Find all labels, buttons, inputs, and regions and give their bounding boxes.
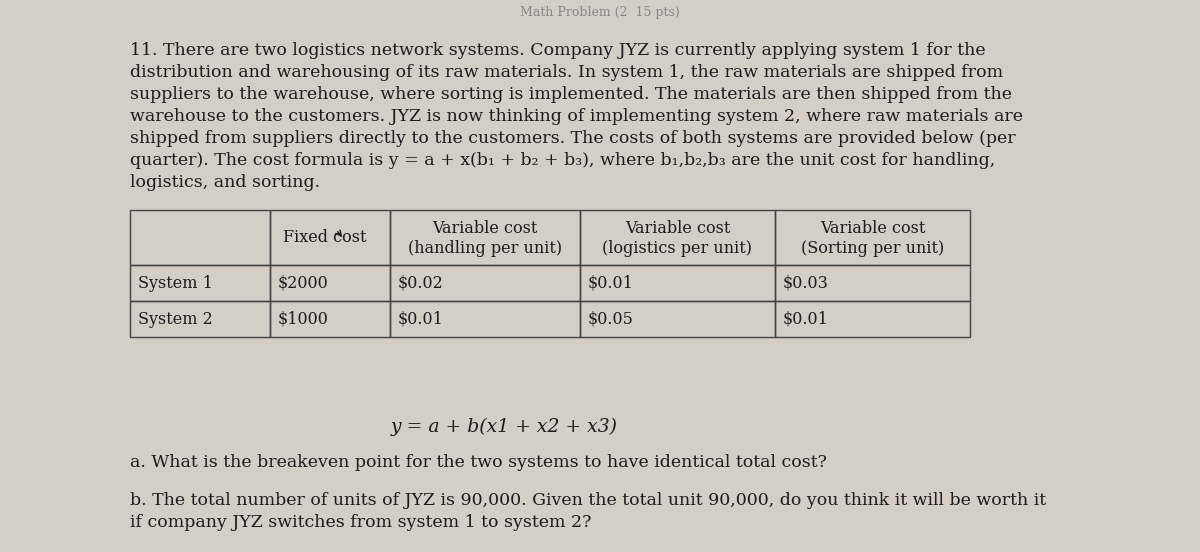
- Bar: [270, 210, 390, 265]
- Text: a. What is the breakeven point for the two systems to have identical total cost?: a. What is the breakeven point for the t…: [130, 454, 827, 471]
- Text: (logistics per unit): (logistics per unit): [602, 240, 752, 257]
- Bar: [390, 265, 580, 301]
- Text: $0.01: $0.01: [398, 310, 444, 327]
- Text: $0.03: $0.03: [784, 274, 829, 291]
- Text: (handling per unit): (handling per unit): [408, 240, 562, 257]
- Text: $0.01: $0.01: [784, 310, 829, 327]
- Bar: [580, 265, 775, 301]
- Bar: [390, 210, 580, 265]
- Text: logistics, and sorting.: logistics, and sorting.: [130, 174, 320, 191]
- Text: Variable cost: Variable cost: [625, 220, 730, 237]
- Bar: [580, 210, 775, 265]
- Text: $0.01: $0.01: [588, 274, 634, 291]
- Bar: [390, 301, 580, 337]
- Text: shipped from suppliers directly to the customers. The costs of both systems are : shipped from suppliers directly to the c…: [130, 130, 1015, 147]
- Text: $0.02: $0.02: [398, 274, 444, 291]
- Text: Variable cost: Variable cost: [820, 220, 925, 237]
- Bar: [775, 210, 970, 265]
- Text: suppliers to the warehouse, where sorting is implemented. The materials are then: suppliers to the warehouse, where sortin…: [130, 86, 1012, 103]
- Text: y = a + b(x1 + x2 + x3): y = a + b(x1 + x2 + x3): [390, 418, 618, 436]
- Text: $0.05: $0.05: [588, 310, 634, 327]
- Bar: [130, 265, 270, 301]
- Bar: [270, 301, 390, 337]
- Text: Variable cost: Variable cost: [432, 220, 538, 237]
- Text: if company JYZ switches from system 1 to system 2?: if company JYZ switches from system 1 to…: [130, 514, 592, 531]
- Bar: [775, 265, 970, 301]
- Text: quarter). The cost formula is y = a + x(b₁ + b₂ + b₃), where b₁,b₂,b₃ are the un: quarter). The cost formula is y = a + x(…: [130, 152, 995, 169]
- Text: warehouse to the customers. JYZ is now thinking of implementing system 2, where : warehouse to the customers. JYZ is now t…: [130, 108, 1022, 125]
- Text: 11. There are two logistics network systems. Company JYZ is currently applying s: 11. There are two logistics network syst…: [130, 42, 985, 59]
- Text: (Sorting per unit): (Sorting per unit): [800, 240, 944, 257]
- Bar: [130, 301, 270, 337]
- Text: distribution and warehousing of its raw materials. In system 1, the raw material: distribution and warehousing of its raw …: [130, 64, 1003, 81]
- Bar: [580, 301, 775, 337]
- Text: System 2: System 2: [138, 310, 212, 327]
- Text: Fixed cost: Fixed cost: [283, 229, 367, 246]
- Bar: [130, 210, 270, 265]
- Text: b. The total number of units of JYZ is 90,000. Given the total unit 90,000, do y: b. The total number of units of JYZ is 9…: [130, 492, 1046, 509]
- Bar: [270, 265, 390, 301]
- Text: $1000: $1000: [278, 310, 329, 327]
- Bar: [775, 301, 970, 337]
- Text: Math Problem (2  15 pts): Math Problem (2 15 pts): [520, 6, 680, 19]
- Text: System 1: System 1: [138, 274, 212, 291]
- Text: $2000: $2000: [278, 274, 329, 291]
